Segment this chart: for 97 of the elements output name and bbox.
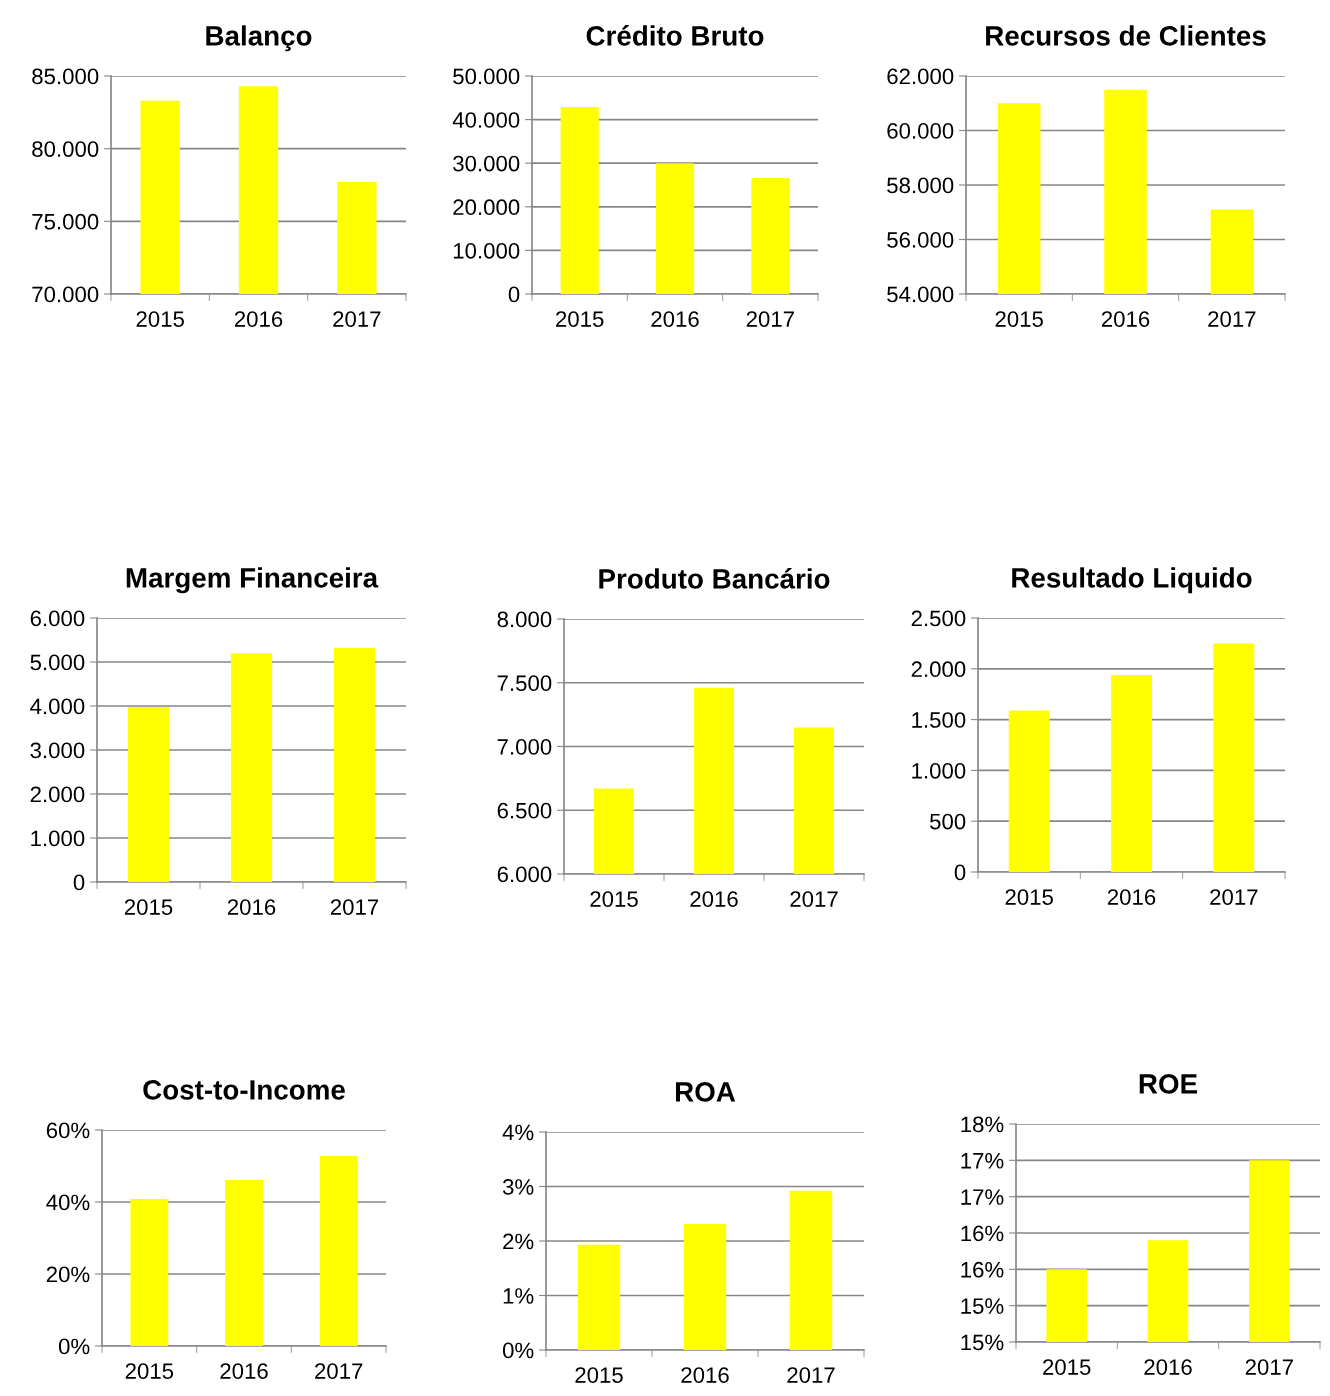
bar <box>751 178 790 294</box>
bar <box>127 706 170 882</box>
bar <box>1111 674 1152 872</box>
y-tick-label: 85.000 <box>32 68 99 85</box>
x-tick-label: 2017 <box>333 311 381 327</box>
x-tick-label: 2017 <box>787 1367 835 1383</box>
y-tick-label: 3.000 <box>30 742 85 759</box>
y-tick-label: 4% <box>502 1124 534 1141</box>
y-tick-label: 0 <box>73 874 85 891</box>
y-tick-label: 6.500 <box>497 802 552 819</box>
x-tick-label: 2017 <box>746 311 794 327</box>
bar <box>789 1190 833 1350</box>
x-tick-label: 2017 <box>1245 1359 1293 1375</box>
x-tick-label: 2016 <box>234 311 283 327</box>
y-tick-label: 18% <box>961 1116 1004 1133</box>
y-tick-label: 8.000 <box>497 611 552 628</box>
y-tick-label: 0 <box>954 864 966 881</box>
y-tick-label: 40% <box>46 1194 90 1211</box>
y-tick-label: 60% <box>46 1122 90 1139</box>
bar <box>1213 643 1255 872</box>
y-tick-label: 54.000 <box>887 286 954 303</box>
x-tick-label: 2016 <box>220 1363 268 1379</box>
y-tick-label: 10.000 <box>453 242 520 259</box>
x-tick-label: 2016 <box>1144 1359 1192 1375</box>
x-tick-label: 2017 <box>330 899 379 915</box>
bar <box>230 653 273 882</box>
y-tick-label: 40.000 <box>452 112 520 128</box>
x-tick-label: 2015 <box>1005 889 1053 905</box>
chart-title: Recursos de Clientes <box>986 25 1266 46</box>
y-tick-label: 0 <box>508 286 520 303</box>
y-tick-label: 1.500 <box>912 712 966 728</box>
y-tick-label: 16% <box>961 1261 1004 1278</box>
x-tick-label: 2016 <box>681 1367 729 1383</box>
y-tick-label: 50.000 <box>453 68 520 85</box>
y-tick-label: 80.000 <box>32 141 99 157</box>
x-tick-label: 2015 <box>1043 1359 1091 1375</box>
x-tick-label: 2017 <box>315 1363 363 1379</box>
chart-title: ROE <box>1139 1074 1198 1094</box>
x-tick-label: 2017 <box>790 891 838 907</box>
y-tick-label: 17% <box>961 1189 1004 1205</box>
x-tick-label: 2016 <box>1101 311 1150 327</box>
bar <box>577 1244 621 1350</box>
y-tick-label: 6.000 <box>30 610 85 627</box>
y-tick-label: 0% <box>502 1342 534 1359</box>
x-tick-label: 2015 <box>590 891 638 907</box>
x-tick-label: 2017 <box>1210 889 1258 905</box>
y-tick-label: 15% <box>961 1334 1004 1351</box>
y-tick-label: 0% <box>58 1338 90 1355</box>
y-tick-label: 1.000 <box>31 830 85 847</box>
bar <box>560 106 599 294</box>
y-tick-label: 7.500 <box>497 675 552 692</box>
y-tick-label: 75.000 <box>32 213 99 230</box>
chart-title: ROA <box>675 1082 736 1102</box>
chart-title: Cost-to-Income <box>143 1080 345 1100</box>
y-tick-label: 1.000 <box>912 762 966 779</box>
x-tick-label: 2016 <box>227 899 276 915</box>
bar <box>333 647 376 882</box>
y-tick-label: 16% <box>961 1225 1004 1242</box>
y-tick-label: 30.000 <box>453 155 520 172</box>
y-tick-label: 2.500 <box>911 610 966 627</box>
y-tick-label: 60.000 <box>887 123 954 139</box>
y-tick-label: 7.000 <box>497 739 552 755</box>
chart-title: Margem Financeira <box>126 567 379 594</box>
x-tick-label: 2015 <box>575 1367 623 1383</box>
chart-title: Produto Bancário <box>599 568 830 589</box>
x-tick-label: 2016 <box>1107 889 1156 905</box>
x-tick-label: 2015 <box>136 311 184 327</box>
bar <box>655 163 695 294</box>
y-tick-label: 6.000 <box>497 866 552 883</box>
bar <box>683 1224 727 1350</box>
y-tick-label: 20.000 <box>453 199 520 216</box>
y-tick-label: 2% <box>503 1233 534 1250</box>
y-tick-label: 56.000 <box>887 232 954 248</box>
chart-title: Resultado Liquido <box>1012 567 1252 594</box>
x-tick-label: 2017 <box>1208 311 1256 327</box>
chart-title: Balanço <box>206 25 312 52</box>
y-tick-label: 500 <box>930 813 966 830</box>
y-tick-label: 20% <box>46 1266 90 1283</box>
y-tick-label: 4.000 <box>30 698 85 715</box>
y-tick-label: 15% <box>961 1298 1004 1314</box>
x-tick-label: 2015 <box>125 1363 174 1379</box>
x-tick-label: 2015 <box>995 311 1043 327</box>
y-tick-label: 17% <box>961 1152 1004 1169</box>
y-tick-label: 5.000 <box>30 654 85 671</box>
y-tick-label: 2.000 <box>911 661 966 678</box>
y-tick-label: 62.000 <box>887 68 954 85</box>
x-tick-label: 2016 <box>690 891 738 907</box>
x-tick-label: 2016 <box>651 311 699 327</box>
y-tick-label: 58.000 <box>887 177 954 194</box>
y-tick-label: 70.000 <box>32 286 99 303</box>
bar <box>1008 710 1050 872</box>
chart-title: Crédito Bruto <box>586 25 764 46</box>
x-tick-label: 2015 <box>124 899 173 915</box>
y-tick-label: 1% <box>503 1288 534 1304</box>
y-tick-label: 2.000 <box>30 786 85 803</box>
x-tick-label: 2015 <box>556 311 604 327</box>
y-tick-label: 3% <box>502 1179 534 1195</box>
